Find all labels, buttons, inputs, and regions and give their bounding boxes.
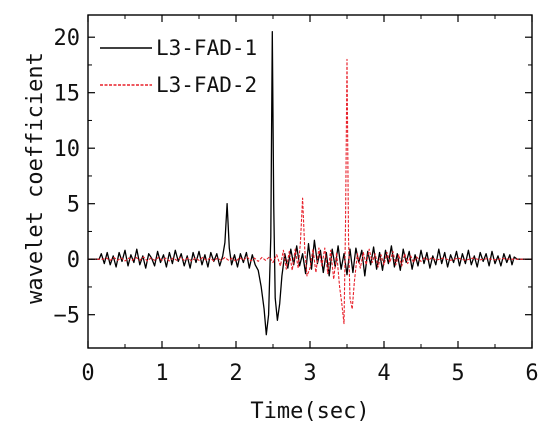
- x-tick-label: 0: [81, 361, 94, 386]
- legend-label-1: L3-FAD-1: [156, 36, 257, 60]
- x-axis-label: Time(sec): [250, 399, 369, 424]
- y-tick-label: −5: [54, 304, 81, 329]
- series-layer: [88, 31, 532, 336]
- y-tick-label: 15: [54, 82, 81, 107]
- axis-layer: 0 1 2 3 4 5 6 −5 0 5 10 15 20: [54, 14, 539, 386]
- y-axis-label: wavelet coefficient: [23, 52, 48, 304]
- y-tick-label: 10: [54, 137, 81, 162]
- x-tick-label: 3: [303, 361, 316, 386]
- x-tick-label: 6: [525, 361, 538, 386]
- y-tick-label: 20: [54, 26, 81, 51]
- y-tick-label: 0: [67, 248, 80, 273]
- legend-label-2: L3-FAD-2: [156, 73, 257, 97]
- series-line-1: [88, 31, 532, 336]
- x-tick-label: 5: [451, 361, 464, 386]
- x-tick-label: 1: [155, 361, 168, 386]
- y-tick-label: 5: [67, 193, 80, 218]
- x-tick-label: 2: [229, 361, 242, 386]
- legend: L3-FAD-1 L3-FAD-2: [100, 36, 257, 97]
- series-line-2: [88, 58, 532, 325]
- x-tick-label: 4: [377, 361, 390, 386]
